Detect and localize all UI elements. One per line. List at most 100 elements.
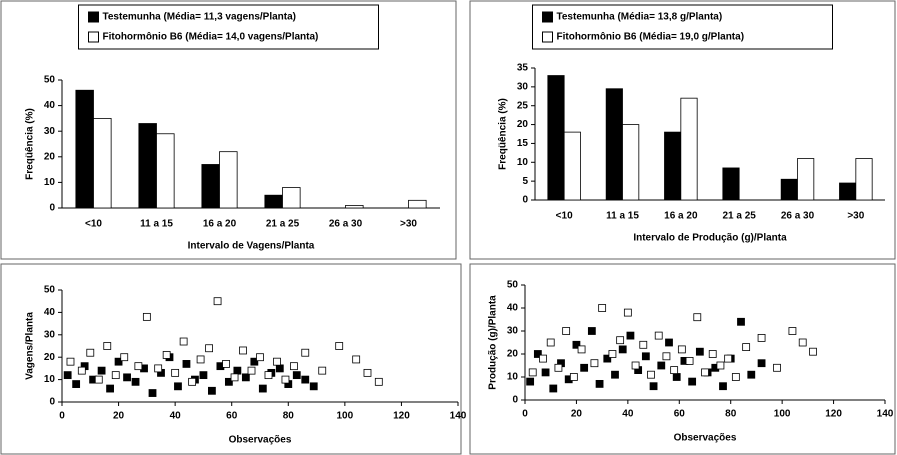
point	[301, 348, 310, 357]
x-tick-label: 21 a 25	[722, 211, 756, 222]
y-tick-label: 15	[517, 138, 529, 149]
point	[577, 345, 586, 354]
bar	[680, 97, 698, 201]
point	[549, 384, 558, 393]
point	[631, 361, 640, 370]
x-tick-label: 20	[571, 409, 583, 420]
point	[626, 331, 635, 340]
point	[290, 362, 298, 371]
point	[258, 384, 267, 393]
point	[205, 344, 213, 353]
x-tick-label: >30	[400, 219, 417, 230]
bar	[93, 118, 112, 209]
point	[724, 354, 733, 363]
x-tick-label: 0	[59, 411, 65, 422]
point	[747, 370, 756, 379]
bar	[345, 205, 364, 209]
x-tick-label: 120	[825, 409, 842, 420]
point	[77, 366, 86, 375]
legend-swatch	[542, 11, 553, 23]
y-tick-label: 10	[44, 374, 56, 385]
point	[701, 368, 709, 377]
y-tick-label: 5	[522, 176, 528, 187]
point	[196, 355, 205, 364]
panel-frame	[469, 263, 896, 455]
point	[757, 333, 766, 342]
x-tick-label: 20	[113, 411, 125, 422]
x-tick-label: 16 a 20	[203, 219, 237, 230]
point	[688, 377, 697, 386]
panel-frame	[0, 0, 457, 260]
y-tick-label: 30	[44, 126, 56, 137]
y-tick-label: 20	[517, 119, 529, 130]
point	[154, 364, 163, 373]
point	[66, 357, 75, 366]
point	[595, 379, 604, 388]
point	[641, 352, 650, 361]
y-tick-label: 50	[44, 75, 56, 86]
point	[742, 343, 751, 352]
y-tick-label: 0	[512, 395, 518, 406]
bar	[855, 158, 873, 201]
x-tick-label: 120	[393, 411, 410, 422]
point	[199, 371, 208, 380]
point	[562, 327, 571, 335]
point	[685, 356, 694, 365]
point	[528, 368, 537, 377]
y-tick-label: 0	[49, 203, 55, 214]
legend-box	[78, 4, 379, 50]
point	[374, 377, 383, 386]
point	[672, 373, 681, 381]
x-tick-label: 26 a 30	[781, 211, 815, 222]
point	[222, 360, 230, 368]
x-tick-label: 80	[283, 411, 295, 422]
x-tick-label: >30	[847, 211, 864, 222]
panel-frame	[469, 0, 896, 260]
point	[171, 368, 180, 377]
y-tick-label: 10	[517, 157, 529, 168]
point	[363, 368, 372, 377]
point	[731, 373, 740, 381]
point	[708, 350, 717, 358]
x-tick-label: 100	[337, 411, 354, 422]
x-tick-label: 11 a 15	[140, 219, 173, 230]
point	[665, 338, 673, 347]
point	[639, 340, 648, 349]
y-tick-label: 0	[49, 397, 55, 408]
point	[309, 382, 318, 391]
point	[134, 362, 143, 371]
x-tick-label: <10	[85, 219, 102, 230]
point	[264, 371, 273, 380]
point	[188, 377, 197, 386]
point	[63, 371, 72, 380]
point	[598, 304, 607, 312]
y-tick-label: 30	[507, 326, 519, 337]
point	[94, 375, 103, 384]
point	[590, 359, 599, 368]
y-tick-label: 10	[44, 177, 56, 188]
point	[533, 350, 542, 358]
bar	[75, 89, 94, 209]
point	[213, 297, 222, 306]
x-tick-label: 60	[674, 409, 686, 420]
point	[572, 340, 581, 349]
bar	[797, 158, 815, 201]
y-tick-label: 20	[507, 349, 519, 360]
bar	[664, 131, 682, 201]
y-axis-label: Freqüência (%)	[498, 98, 509, 170]
bar	[201, 164, 220, 209]
x-tick-label: 60	[226, 411, 238, 422]
point	[788, 327, 797, 335]
point	[580, 363, 589, 372]
point	[608, 350, 617, 358]
point	[233, 366, 242, 375]
x-axis-label: Observações	[674, 433, 737, 444]
y-axis-label: Vagens/Planta	[25, 312, 36, 380]
y-tick-label: 40	[44, 100, 56, 111]
x-tick-label: 11 a 15	[606, 211, 639, 222]
point	[142, 312, 151, 321]
legend-box	[532, 4, 833, 50]
point	[72, 380, 81, 388]
y-tick-label: 35	[517, 63, 529, 74]
